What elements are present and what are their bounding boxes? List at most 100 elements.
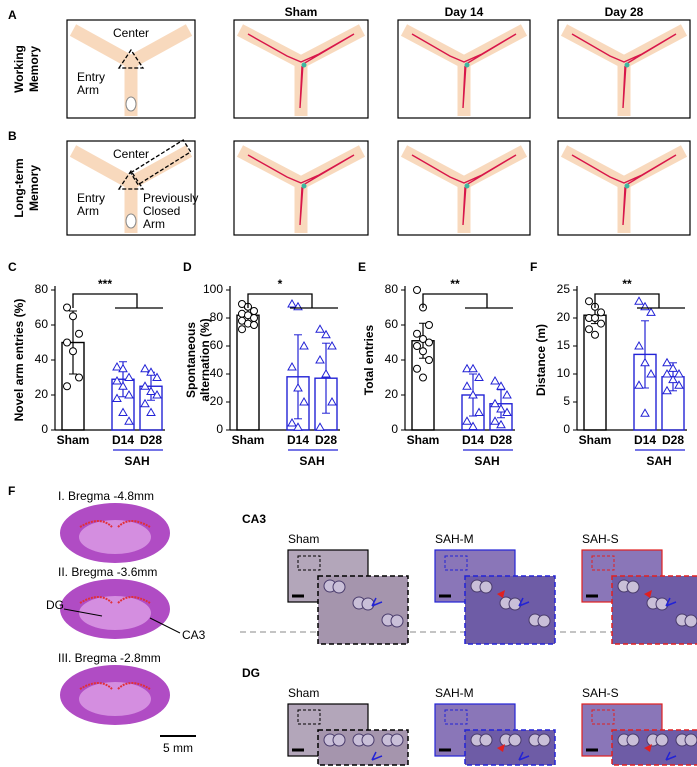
hippocampus — [79, 596, 151, 604]
trace-end — [464, 62, 470, 68]
trace-end — [464, 183, 470, 189]
row-label: Working — [12, 45, 26, 93]
data-point — [69, 312, 77, 321]
data-point — [75, 373, 83, 382]
y-tick-label: 0 — [216, 422, 223, 436]
group-label: SAH — [299, 454, 324, 468]
data-point — [646, 368, 656, 378]
trace — [247, 154, 355, 226]
hippocampus — [79, 520, 151, 528]
arrow — [371, 597, 383, 607]
y-tick-label: 60 — [385, 317, 399, 331]
zoom-region — [444, 555, 468, 571]
data-point — [640, 408, 650, 417]
y-tick-label: 5 — [563, 394, 570, 408]
arrowhead — [497, 590, 505, 598]
data-point — [585, 325, 593, 334]
data-point — [502, 389, 512, 399]
data-point — [640, 357, 650, 367]
y-axis-label: Novel arm entries (%) — [12, 299, 26, 422]
arrowhead — [644, 744, 652, 752]
cell — [626, 733, 640, 747]
arrow — [665, 751, 677, 761]
y-tick-label: 0 — [391, 422, 398, 436]
significance-label: * — [278, 277, 283, 291]
arrowhead — [497, 744, 505, 752]
data-point — [118, 407, 128, 416]
data-point — [315, 354, 325, 364]
entry-arm-label: Arm — [77, 83, 99, 97]
data-point — [413, 329, 421, 338]
data-point — [152, 372, 162, 381]
data-point — [597, 308, 605, 317]
significance-label: *** — [98, 277, 112, 291]
trace-end — [624, 62, 630, 68]
brain-slice-inner — [79, 520, 151, 554]
data-point — [425, 321, 433, 329]
cell — [684, 614, 697, 628]
pointer — [149, 617, 181, 634]
condition-label: SAH-M — [435, 686, 474, 700]
data-point — [287, 417, 297, 427]
y-tick-label: 40 — [210, 366, 224, 380]
column-header: Sham — [285, 5, 318, 19]
data-point — [474, 372, 484, 381]
entry-arm-label: Entry — [77, 70, 105, 84]
maze-arm — [127, 24, 193, 68]
data-point — [468, 363, 478, 373]
closed-arm-label: Arm — [143, 217, 165, 231]
data-point — [75, 329, 83, 338]
significance-label: ** — [450, 277, 460, 291]
arrowhead — [644, 590, 652, 598]
x-tick-label: D14 — [287, 433, 309, 447]
data-point — [425, 338, 433, 347]
data-point — [468, 389, 478, 399]
y-axis-label: Total entries — [362, 324, 376, 395]
trace — [411, 33, 517, 109]
group-label: SAH — [124, 454, 149, 468]
data-point — [425, 356, 433, 364]
y-tick-label: 0 — [563, 422, 570, 436]
y-tick-label: 25 — [557, 282, 571, 296]
panel-label: F — [530, 260, 537, 274]
trace — [247, 33, 355, 109]
brain-slice-inner — [79, 596, 151, 630]
data-point — [591, 314, 599, 322]
data-point — [140, 363, 150, 373]
y-tick-label: 60 — [210, 338, 224, 352]
mouse-icon — [125, 213, 137, 229]
significance-bracket — [594, 293, 660, 308]
data-point — [63, 382, 71, 391]
arrow — [518, 751, 530, 761]
panel-label: E — [358, 260, 366, 274]
data-point — [490, 416, 500, 425]
closed-arm-label: Previously — [143, 191, 198, 205]
x-tick-label: D28 — [662, 433, 684, 447]
region-label: DG — [242, 666, 260, 680]
data-point — [662, 385, 672, 395]
maze-arm — [69, 24, 135, 68]
row-label: Memory — [27, 165, 41, 211]
data-point — [468, 421, 478, 430]
data-point — [597, 319, 605, 328]
data-point — [474, 407, 484, 416]
y-tick-label: 80 — [210, 310, 224, 324]
data-point — [112, 393, 122, 402]
slice-label: III. Bregma -2.8mm — [58, 651, 161, 665]
condition-label: SAH-M — [435, 532, 474, 546]
cell — [390, 733, 404, 747]
zoom-region — [297, 709, 321, 725]
y-tick-label: 20 — [35, 387, 49, 401]
cell — [332, 580, 346, 594]
x-tick-label: D28 — [315, 433, 337, 447]
mouse-icon — [125, 96, 137, 112]
data-point — [63, 338, 71, 347]
y-tick-label: 40 — [385, 352, 399, 366]
data-point — [413, 364, 421, 373]
data-point — [646, 307, 656, 316]
significance-label: ** — [622, 277, 632, 291]
data-point — [118, 363, 128, 373]
y-tick-label: 15 — [557, 338, 571, 352]
trace — [571, 33, 677, 109]
ca3-label: CA3 — [182, 628, 206, 642]
